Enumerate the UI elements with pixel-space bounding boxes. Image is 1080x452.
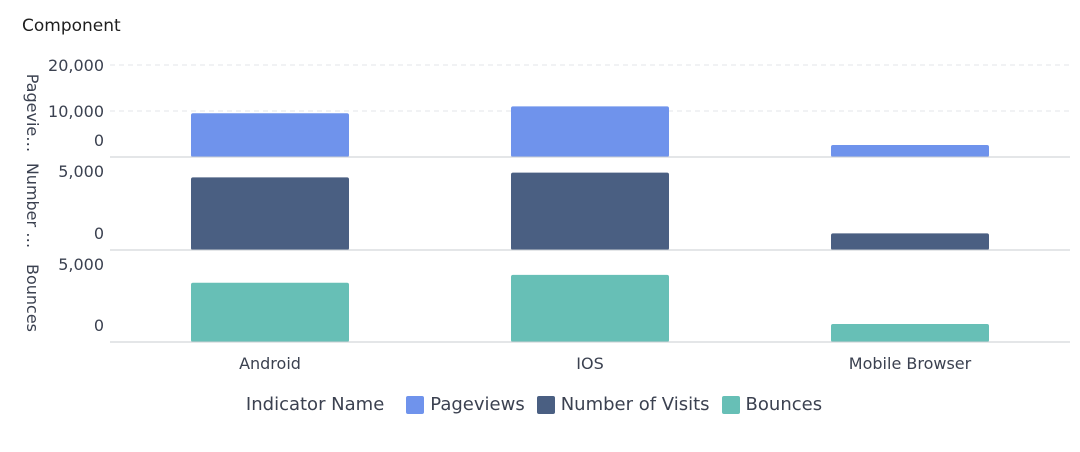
x-tick-label-android: Android (239, 354, 301, 373)
y-tick-label-bounces-1: 5,000 (58, 255, 104, 274)
legend-label-pageviews: Pageviews (430, 394, 525, 415)
y-axis-title-number-of-visits: Number … (23, 163, 42, 248)
y-tick-label-pageviews-2: 20,000 (48, 56, 104, 75)
y-tick-label-bounces-0: 0 (94, 316, 104, 335)
bar-bounces-ios (511, 274, 669, 342)
y-axis-title-bounces: Bounces (23, 264, 42, 332)
legend-label-bounces: Bounces (745, 394, 823, 415)
chart-area: 0 10,000 20,000 Pagevie… 0 5,000 Number … 0 5,00… (23, 56, 1070, 373)
legend-title: Indicator Name (245, 394, 385, 415)
legend-swatch-bounces (721, 395, 740, 414)
y-axis-title-pageviews: Pagevie… (23, 74, 42, 153)
bar-number-of-visits-mobile-browser (831, 233, 989, 250)
bar-pageviews-android (191, 113, 349, 157)
bar-pageviews-ios (511, 106, 669, 157)
bar-bounces-android (191, 282, 349, 342)
bar-number-of-visits-ios (511, 172, 669, 250)
legend-item-number-of-visits[interactable]: Number of Visits (536, 394, 710, 415)
x-tick-label-ios: IOS (576, 354, 603, 373)
legend-swatch-number-of-visits (536, 395, 555, 414)
bar-number-of-visits-android (191, 177, 349, 250)
legend: Indicator Name Pageviews Number of Visit… (0, 394, 1080, 415)
legend-swatch-pageviews (406, 395, 425, 414)
legend-label-number-of-visits: Number of Visits (560, 394, 710, 415)
legend-item-bounces[interactable]: Bounces (721, 394, 823, 415)
chart-title: Component (22, 16, 121, 36)
legend-item-pageviews[interactable]: Pageviews (406, 394, 525, 415)
y-tick-label-pageviews-0: 0 (94, 131, 104, 150)
x-tick-label-mobile-browser: Mobile Browser (849, 354, 972, 373)
y-tick-label-pageviews-1: 10,000 (48, 102, 104, 121)
bar-bounces-mobile-browser (831, 324, 989, 342)
y-tick-label-number-of-visits-1: 5,000 (58, 162, 104, 181)
bar-pageviews-mobile-browser (831, 145, 989, 157)
y-tick-label-number-of-visits-0: 0 (94, 224, 104, 243)
